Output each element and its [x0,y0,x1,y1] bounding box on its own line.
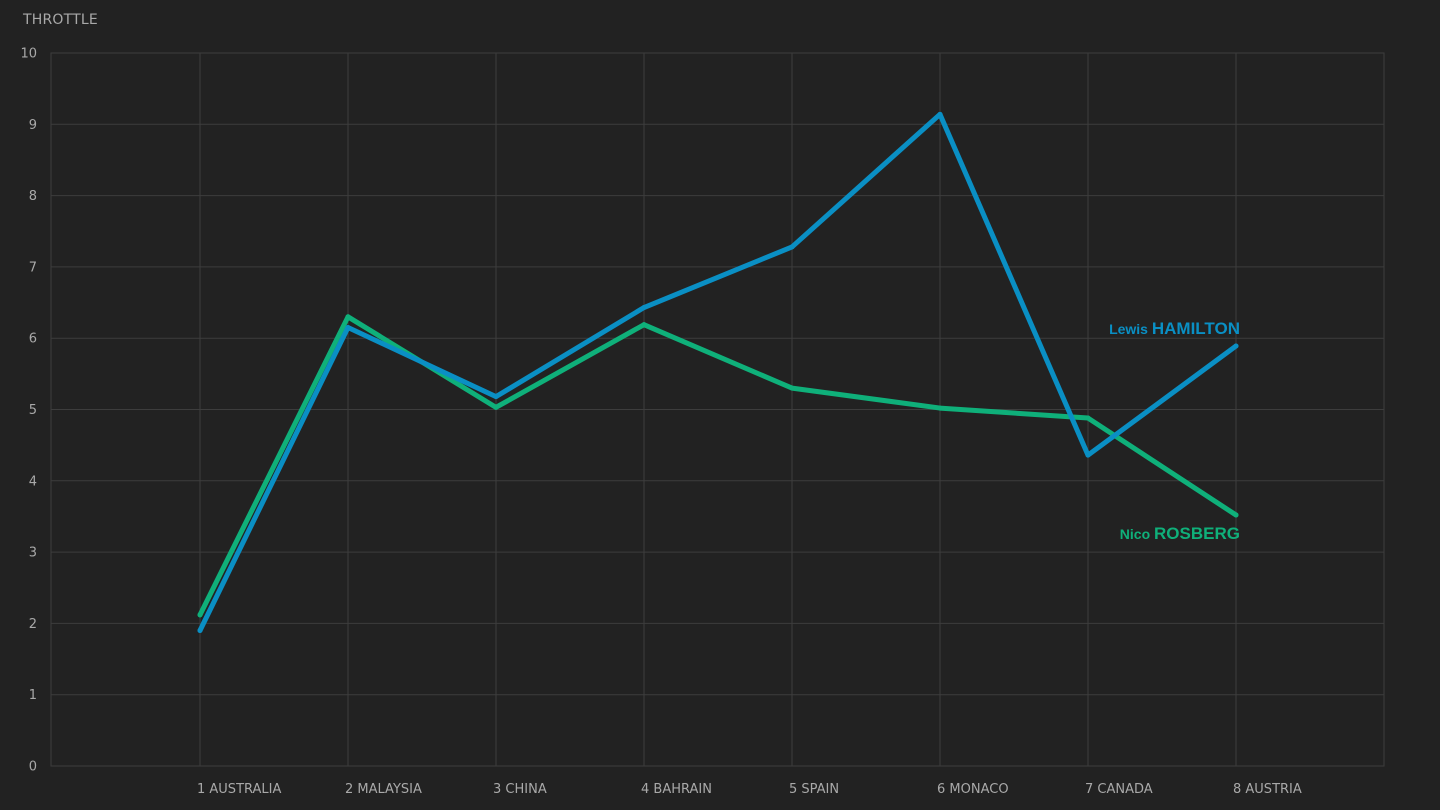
x-tick-label: 1 AUSTRALIA [197,782,281,797]
x-tick-label: 7 CANADA [1085,782,1153,797]
y-tick-label: 10 [20,47,37,62]
data-point-hamilton [1085,452,1091,458]
series-label-last-name: HAMILTON [1152,319,1240,338]
x-tick-label: 6 MONACO [937,782,1009,797]
y-tick-label: 7 [29,260,37,275]
data-point-hamilton [493,394,499,400]
y-tick-label: 0 [29,760,37,775]
series-label-first-name: Lewis [1109,321,1152,337]
data-point-rosberg [1233,512,1239,518]
series-label-rosberg: Nico ROSBERG [1120,524,1240,543]
x-tick-label: 3 CHINA [493,782,547,797]
data-point-hamilton [345,325,351,331]
data-point-rosberg [789,385,795,391]
data-point-rosberg [641,322,647,328]
x-tick-label: 5 SPAIN [789,782,839,797]
series-line-hamilton [197,111,1239,634]
data-point-rosberg [197,612,203,618]
data-point-hamilton [641,305,647,311]
y-tick-label: 5 [29,403,37,418]
series-label-hamilton: Lewis HAMILTON [1109,319,1240,338]
data-point-rosberg [937,405,943,411]
x-tick-label: 8 AUSTRIA [1233,782,1302,797]
series-line-rosberg [197,314,1239,618]
data-point-hamilton [937,111,943,117]
x-tick-label: 2 MALAYSIA [345,782,422,797]
data-point-hamilton [789,244,795,250]
y-tick-label: 1 [29,688,37,703]
series-label-last-name: ROSBERG [1154,524,1240,543]
y-tick-label: 4 [29,474,37,489]
x-tick-label: 4 BAHRAIN [641,782,712,797]
y-tick-label: 9 [29,118,37,133]
data-point-hamilton [197,628,203,634]
y-axis-label: THROTTLE [23,12,98,28]
data-point-rosberg [493,404,499,410]
y-tick-label: 2 [29,617,37,632]
y-tick-label: 3 [29,546,37,561]
series-label-first-name: Nico [1120,526,1154,542]
y-tick-label: 8 [29,189,37,204]
data-point-hamilton [1233,343,1239,349]
data-point-rosberg [345,314,351,320]
y-tick-label: 6 [29,332,37,347]
data-point-rosberg [1085,415,1091,421]
